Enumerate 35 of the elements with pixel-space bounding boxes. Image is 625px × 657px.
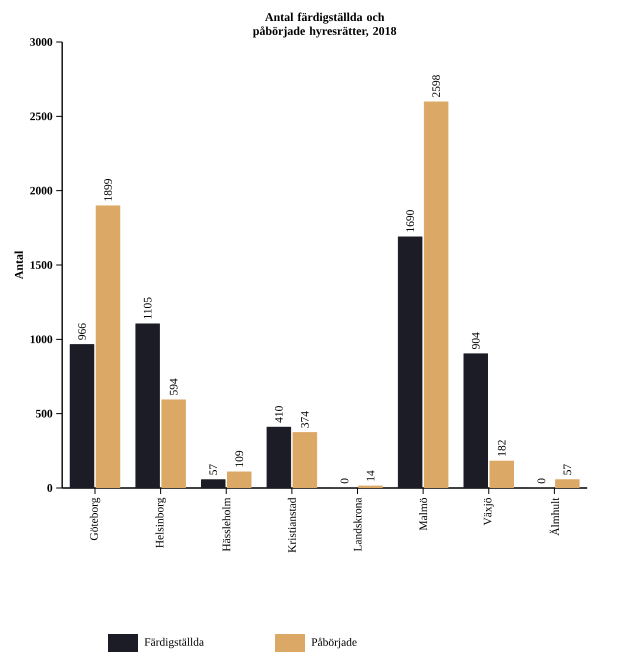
y-tick-label: 0 (47, 484, 52, 492)
x-tick-label: Göteborg (90, 498, 100, 540)
x-tick-label: Helsinborg (155, 498, 166, 548)
y-tick-label: 3000 (30, 38, 52, 46)
data-label: 109 (235, 450, 244, 467)
data-label: 14 (366, 470, 374, 481)
y-tick-label: 1500 (30, 261, 52, 269)
y-tick-label: 500 (36, 410, 52, 418)
data-label: 57 (564, 464, 572, 475)
y-tick-label: 2500 (30, 112, 52, 120)
x-tick-label: Hässleholm (222, 498, 230, 552)
x-tick-label: Kristianstad (288, 498, 296, 553)
y-axis-title: Antal (14, 250, 23, 280)
data-label: 182 (498, 440, 506, 456)
data-label: 594 (170, 378, 178, 395)
data-label: 1690 (406, 210, 414, 232)
legend-label: Färdigställda (144, 638, 204, 648)
y-tick-label: 1000 (30, 335, 52, 344)
data-label: 1105 (144, 297, 152, 319)
x-tick-label: Älmhult (550, 498, 560, 536)
legend-label: Påbörjade (312, 638, 357, 648)
data-label: 57 (209, 464, 218, 475)
y-tick-label: 2000 (30, 186, 52, 195)
x-tick-label: Landskrona (353, 498, 362, 552)
data-label: 1899 (104, 179, 112, 200)
x-tick-label: Malmö (419, 498, 428, 530)
x-tick-label: Växjö (484, 498, 494, 526)
data-label: 904 (472, 332, 480, 350)
chart-title: Antal färdigställda och påbörjade hyresrätter, 2018 (252, 12, 396, 38)
data-label: 0 (538, 478, 546, 484)
data-label: 410 (275, 406, 283, 423)
data-label: 0 (340, 478, 348, 484)
data-label: 2598 (432, 75, 440, 98)
data-label: 374 (301, 411, 309, 428)
data-label: 966 (78, 323, 86, 340)
